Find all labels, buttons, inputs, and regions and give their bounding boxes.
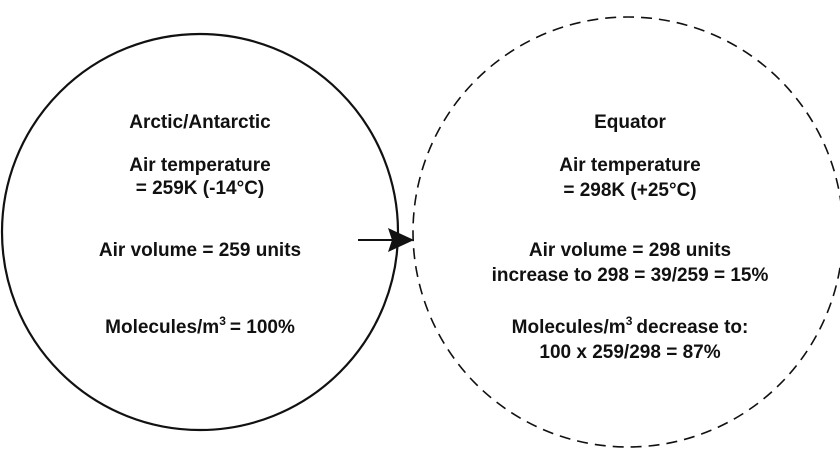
text-part: decrease to: [636,317,748,338]
superscript: 3 [626,314,633,328]
right-increase: increase to 298 = 39/259 = 15% [492,265,769,286]
arrow-head [388,228,414,252]
text-part: = 100% [230,317,295,338]
text-part: Molecules/m [105,317,219,338]
left-title: Arctic/Antarctic [129,112,271,133]
right-result: 100 x 259/298 = 87% [539,342,720,363]
equator-circle [412,16,840,448]
text-part: Molecules/m [512,317,626,338]
left-volume: Air volume = 259 units [99,240,301,261]
right-temp-value: = 298K (+25°C) [563,180,696,201]
right-molecules: Molecules/m3 decrease to: [512,314,749,338]
right-temp-label: Air temperature [559,155,701,176]
right-volume: Air volume = 298 units [529,240,731,261]
left-molecules: Molecules/m3 = 100% [105,314,295,338]
right-title: Equator [594,112,666,133]
arctic-circle [0,32,400,432]
left-temp-label: Air temperature [129,155,271,176]
superscript: 3 [219,314,226,328]
left-temp-value: = 259K (-14°C) [136,178,265,199]
